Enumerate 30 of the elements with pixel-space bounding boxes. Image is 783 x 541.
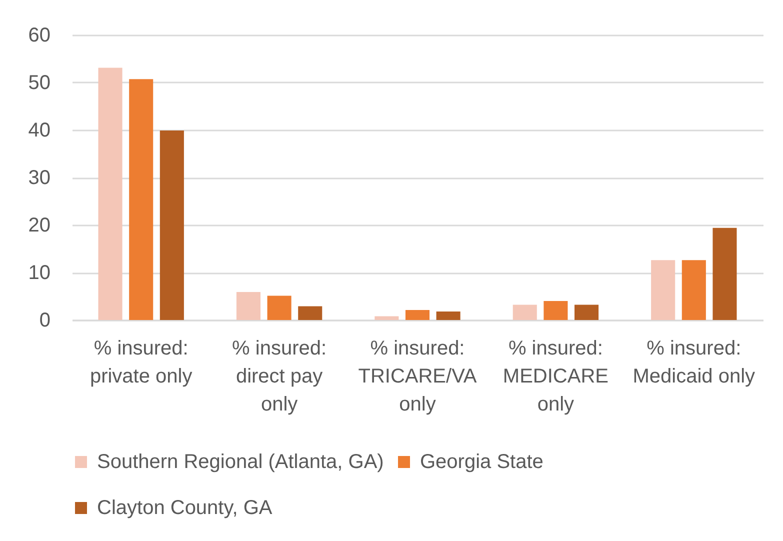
y-tick-label: 0 [39, 310, 50, 332]
bar [129, 79, 154, 320]
bar [574, 304, 599, 320]
y-tick-label: 10 [28, 262, 50, 284]
x-tick-label: % insured: private only [90, 338, 192, 388]
bar [682, 260, 706, 320]
bar [512, 304, 537, 320]
bar [298, 306, 322, 320]
x-tick-label: % insured: MEDICARE only [502, 338, 608, 416]
y-tick-label: 40 [28, 120, 50, 142]
legend-label: Clayton County, GA [97, 497, 273, 519]
bar [405, 310, 430, 320]
y-tick-label: 50 [28, 72, 50, 94]
y-tick-label: 20 [28, 214, 50, 236]
bar [267, 296, 292, 320]
bar [236, 292, 260, 320]
x-tick-label: % insured: Medicaid only [632, 338, 756, 388]
bar [712, 228, 737, 320]
y-tick-label: 60 [28, 24, 50, 46]
bar [436, 311, 460, 320]
legend-label: Georgia State [420, 451, 544, 473]
y-tick-label: 30 [28, 167, 50, 189]
legend-label: Southern Regional (Atlanta, GA) [97, 451, 384, 473]
bar [651, 260, 676, 320]
bar [160, 130, 184, 320]
x-tick-label: % insured: TRICARE/VA only [358, 338, 478, 416]
bar [374, 316, 399, 320]
bar [544, 301, 568, 320]
x-tick-label: % insured: direct pay only [232, 338, 327, 416]
bar [98, 68, 122, 320]
